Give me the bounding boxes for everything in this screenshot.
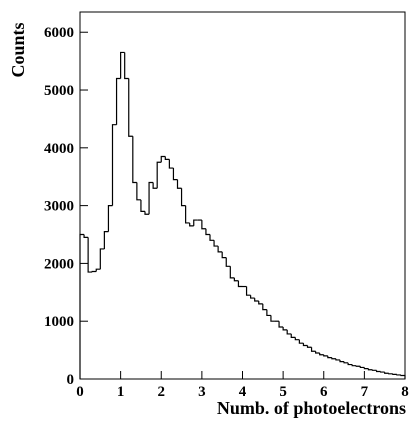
histogram-bin [152, 182, 158, 189]
plot-frame [79, 11, 406, 380]
histogram-bin [229, 266, 235, 279]
x-tick-label: 5 [279, 384, 287, 400]
histogram-bin [359, 366, 365, 369]
histogram-bin [107, 205, 113, 232]
histogram-bin [367, 368, 373, 371]
histogram-bin [392, 373, 397, 375]
x-tick-label: 6 [320, 384, 328, 400]
histogram-bin [164, 156, 170, 160]
histogram-bin [172, 168, 178, 181]
histogram-bin [217, 246, 223, 253]
histogram-bin [99, 248, 105, 270]
histogram-bin [278, 321, 284, 328]
histogram-bin [270, 315, 275, 322]
histogram-bin [225, 257, 231, 267]
histogram-bin [245, 286, 251, 296]
histogram-bin [396, 374, 401, 376]
histogram-bin [156, 161, 162, 189]
histogram-bin [371, 369, 377, 371]
histogram-bin [266, 309, 271, 317]
histogram-bin [189, 222, 194, 227]
histogram-bin [176, 179, 182, 189]
y-tick-label: 1000 [44, 314, 74, 330]
histogram-bin [160, 155, 166, 163]
histogram-bin [310, 347, 316, 352]
histogram-bin [201, 220, 206, 230]
histogram-bin [103, 231, 109, 249]
histogram-bin [290, 333, 296, 338]
histogram-bin [286, 329, 292, 335]
histogram-bin [140, 199, 145, 212]
histogram-bin [400, 374, 406, 379]
histogram-bin [306, 345, 312, 348]
histogram-bin [91, 270, 97, 273]
histogram-bin [83, 234, 89, 239]
histogram-bin [298, 339, 304, 344]
x-tick-label: 8 [401, 384, 409, 400]
histogram-bin [254, 298, 259, 302]
y-tick-label: 4000 [44, 141, 74, 157]
histogram-bin [193, 219, 198, 226]
histogram-bin [388, 373, 393, 375]
histogram-bin [323, 354, 328, 357]
histogram-bin [87, 237, 93, 273]
histogram-bin [363, 367, 369, 370]
histogram-bin [327, 355, 332, 359]
histogram-bin [294, 337, 300, 341]
histogram-bin [302, 343, 308, 347]
histogram-bin [262, 303, 267, 311]
histogram-bin [209, 234, 215, 241]
histogram-bin [282, 326, 288, 331]
histogram-bin [233, 277, 239, 282]
histogram-bin [319, 352, 324, 356]
histogram-bin [185, 205, 190, 224]
histogram-bin [384, 372, 389, 374]
x-tick-label: 4 [239, 384, 247, 400]
x-axis-label: Numb. of photoelectrons [217, 398, 406, 418]
histogram-bin [339, 359, 345, 363]
x-tick-label: 2 [158, 384, 166, 400]
histogram-bin [111, 124, 117, 206]
histogram-bin [375, 370, 381, 373]
histogram-bin [347, 362, 353, 366]
histogram-bin [168, 159, 174, 169]
y-tick-label: 2000 [44, 256, 74, 272]
histogram-bin [331, 357, 336, 360]
x-tick-label: 3 [198, 384, 206, 400]
histogram-bin [132, 136, 137, 184]
histogram-bin [124, 52, 129, 80]
histogram-bin [79, 233, 85, 379]
histogram-bin [335, 358, 340, 361]
y-tick-label: 5000 [44, 83, 74, 99]
histogram-bin [136, 182, 141, 201]
histogram-bin [315, 351, 320, 354]
y-tick-label: 0 [67, 372, 75, 388]
y-tick-label: 6000 [44, 25, 74, 41]
x-tick-label: 0 [76, 384, 84, 400]
histogram-bin [205, 228, 210, 236]
histogram-bin [221, 251, 227, 259]
histogram-bin [115, 77, 121, 125]
histogram-bin [343, 361, 349, 364]
y-axis-label: Counts [8, 22, 28, 77]
histogram-bin [250, 295, 255, 299]
histogram-bin [128, 78, 133, 137]
histogram-bin [148, 181, 154, 215]
x-tick-label: 7 [361, 384, 369, 400]
histogram-bin [258, 300, 263, 305]
histogram-bin [180, 188, 186, 207]
histogram-bin [237, 280, 243, 288]
y-tick-label: 3000 [44, 199, 74, 215]
histogram-bin [95, 268, 101, 272]
histogram-bin [351, 364, 357, 367]
histogram-bin [213, 240, 219, 247]
histogram-bin [355, 365, 361, 367]
histogram-bin [144, 211, 150, 215]
histogram-bin [380, 371, 385, 373]
x-tick-label: 1 [117, 384, 125, 400]
histogram-bin [120, 51, 125, 79]
